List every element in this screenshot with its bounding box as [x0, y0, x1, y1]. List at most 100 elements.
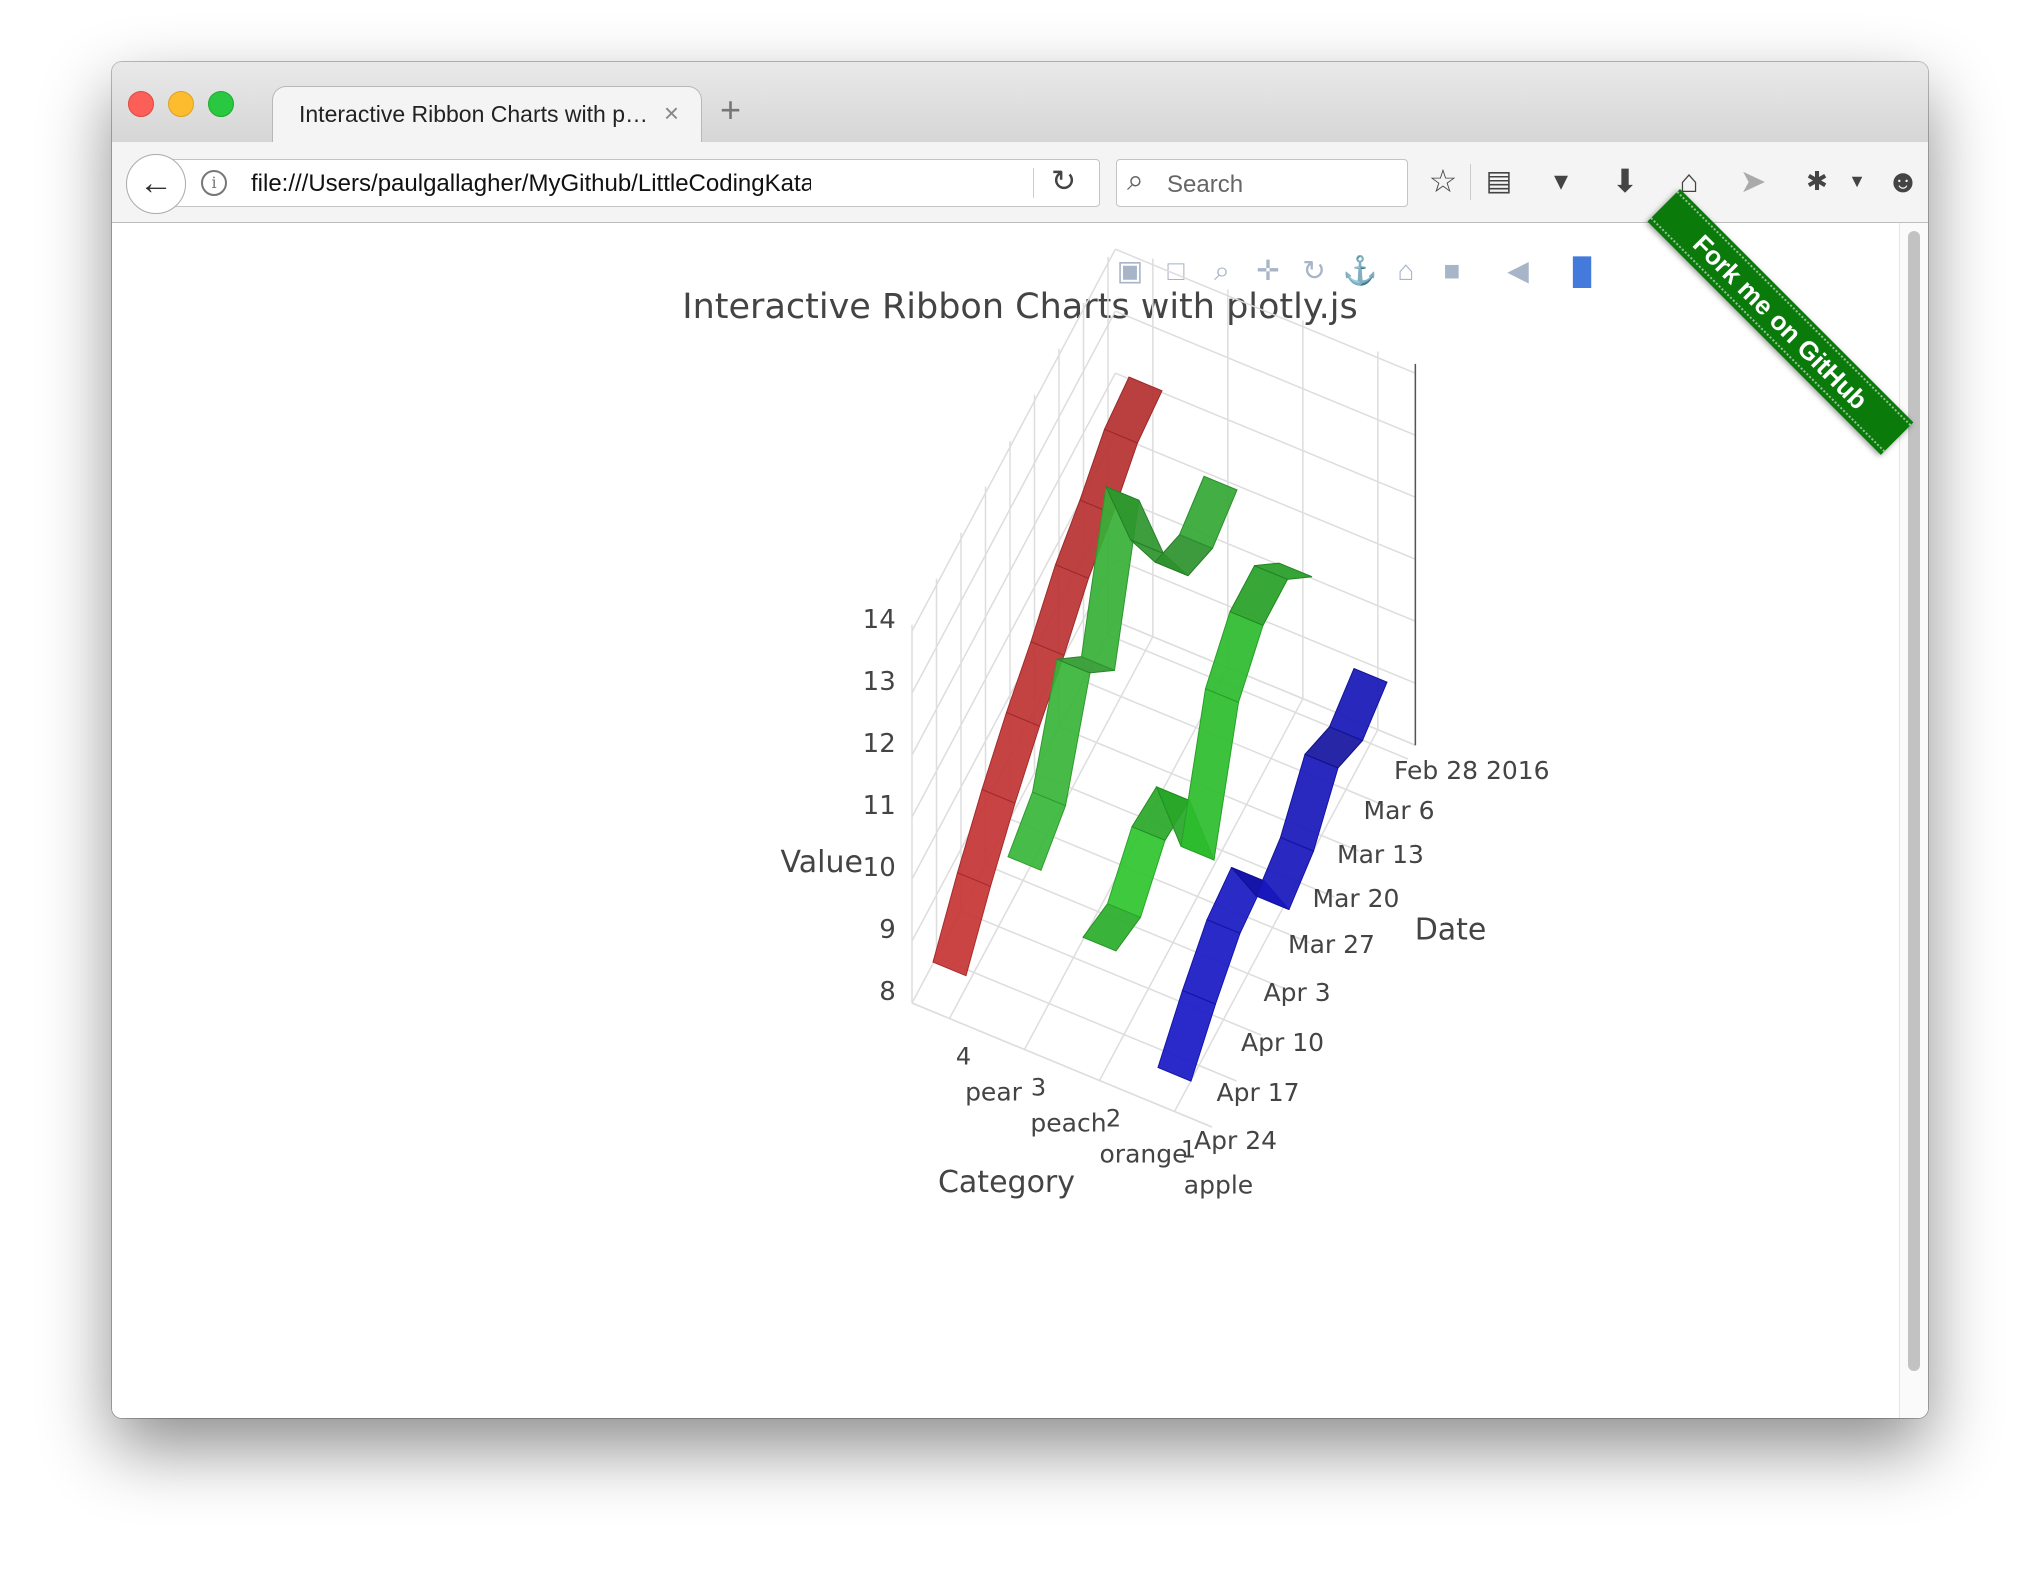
- extension-bug-icon[interactable]: ✱: [1806, 166, 1828, 196]
- save-icon[interactable]: □: [1167, 255, 1185, 286]
- scrollbar[interactable]: [1899, 223, 1928, 1418]
- url-divider: [1033, 168, 1034, 198]
- bookmark-star-icon[interactable]: ☆: [1428, 163, 1458, 199]
- url-bar[interactable]: i file:///Users/paulgallagher/MyGithub/L…: [168, 159, 1100, 207]
- turntable-icon[interactable]: ⚓: [1342, 255, 1378, 286]
- browser-window: Interactive Ribbon Charts with p… × + ← …: [112, 62, 1928, 1418]
- date-tick-label: Mar 20: [1313, 884, 1400, 913]
- pocket-icon[interactable]: ▾: [1553, 165, 1569, 196]
- ribbon-segment[interactable]: [1007, 791, 1067, 871]
- date-tick-label: Mar 6: [1364, 796, 1435, 825]
- category-tick-label: peach: [1030, 1109, 1106, 1138]
- gridline-side: [1115, 372, 1416, 498]
- send-icon[interactable]: ➤: [1739, 163, 1767, 199]
- category-tick-label: orange: [1100, 1140, 1188, 1169]
- gridline-back: [911, 248, 1117, 632]
- gridline-side: [1115, 310, 1416, 436]
- date-tick-label: Apr 3: [1264, 978, 1331, 1007]
- pan-icon[interactable]: ✛: [1256, 255, 1280, 286]
- emoji-icon[interactable]: ☻: [1886, 163, 1920, 199]
- ribbon-segment[interactable]: [1181, 919, 1241, 1005]
- camera-icon[interactable]: ▣: [1116, 255, 1144, 286]
- category-tick-number: 2: [1106, 1105, 1121, 1133]
- search-icon: ⌕: [1127, 164, 1144, 197]
- category-tick-number: 3: [1031, 1074, 1046, 1102]
- category-tick-label: apple: [1184, 1171, 1253, 1200]
- zoom-window-button[interactable]: [208, 91, 234, 117]
- download-icon[interactable]: ⬇: [1611, 163, 1639, 199]
- gridline-side: [1115, 496, 1416, 622]
- camera-view-icon[interactable]: ■: [1443, 255, 1461, 286]
- reload-icon[interactable]: ↻: [1051, 165, 1077, 198]
- z-tick-label: 11: [863, 791, 896, 821]
- ribbon-segment[interactable]: [932, 872, 992, 977]
- ribbon-segment[interactable]: [1204, 611, 1264, 703]
- scrollbar-thumb[interactable]: [1908, 231, 1920, 1371]
- minimize-window-button[interactable]: [168, 91, 194, 117]
- tab-close-icon[interactable]: ×: [663, 98, 679, 128]
- chart-ribbons: [932, 376, 1388, 1082]
- z-tick-label: 14: [863, 605, 896, 635]
- home-icon[interactable]: ⌂: [1679, 163, 1699, 199]
- nav-toolbar: ← i file:///Users/paulgallagher/MyGithub…: [112, 142, 1928, 223]
- ribbon-segment[interactable]: [1106, 826, 1166, 918]
- reading-list-icon[interactable]: ▤: [1485, 165, 1513, 196]
- z-axis-label: Value: [781, 845, 863, 880]
- search-input[interactable]: Search: [1167, 171, 1244, 198]
- ribbon-segment[interactable]: [1178, 475, 1238, 549]
- ribbon-segment[interactable]: [981, 711, 1041, 804]
- hover-tag-icon[interactable]: ◀: [1507, 255, 1529, 286]
- plotly-logo-icon[interactable]: ▐▌: [1563, 256, 1601, 286]
- gridline-floor: [985, 864, 1286, 990]
- gridline-side: [1115, 248, 1416, 374]
- ribbon-pear[interactable]: [932, 376, 1163, 977]
- gridline-back: [911, 310, 1117, 694]
- home-view-icon[interactable]: ⌂: [1397, 255, 1415, 286]
- search-bar[interactable]: ⌕ Search: [1116, 159, 1408, 207]
- orbit-icon[interactable]: ↻: [1302, 255, 1326, 286]
- page-content: ▣ □ ⌕ ✛ ↻ ⚓ ⌂ ■ ◀ ▐▌ Interactive Ribbon …: [112, 189, 1928, 1418]
- chart-title: Interactive Ribbon Charts with plotly.js: [682, 287, 1358, 327]
- ribbon-segment[interactable]: [1255, 836, 1315, 911]
- gridline-back: [911, 372, 1117, 756]
- close-window-button[interactable]: [128, 91, 154, 117]
- url-input[interactable]: file:///Users/paulgallagher/MyGithub/Lit…: [251, 170, 811, 197]
- category-tick-number: 4: [956, 1043, 971, 1071]
- info-icon[interactable]: i: [201, 170, 227, 196]
- z-tick-label: 13: [863, 667, 896, 697]
- date-tick-label: Apr 10: [1241, 1028, 1324, 1057]
- back-button[interactable]: ←: [126, 154, 186, 214]
- ribbon-peach[interactable]: [1007, 475, 1238, 871]
- gridline-side: [1115, 434, 1416, 560]
- date-tick-label: Mar 13: [1337, 840, 1424, 869]
- ribbon-segment[interactable]: [1254, 562, 1313, 580]
- date-tick-label: Apr 24: [1194, 1126, 1277, 1155]
- chart-grid: [911, 248, 1417, 1128]
- ribbon-apple[interactable]: [1157, 667, 1388, 1082]
- z-tick-label: 12: [863, 729, 896, 759]
- category-tick-label: pear: [965, 1078, 1023, 1107]
- x-axis-label: Date: [1415, 912, 1487, 947]
- date-tick-label: Apr 17: [1217, 1078, 1300, 1107]
- ribbon-segment[interactable]: [1328, 667, 1388, 742]
- tab-bar: Interactive Ribbon Charts with p… × +: [112, 62, 1928, 143]
- gridline-floor: [1098, 698, 1304, 1081]
- gridline-floor: [1173, 729, 1379, 1112]
- ribbon-segment[interactable]: [1157, 989, 1217, 1082]
- ribbon-segment[interactable]: [1279, 753, 1339, 852]
- chevron-down-icon[interactable]: ▼: [1848, 171, 1866, 191]
- gridline-floor: [911, 1002, 1213, 1128]
- ribbon-orange[interactable]: [1082, 562, 1313, 952]
- y-axis-label: Category: [938, 1165, 1075, 1200]
- ribbon-segment[interactable]: [1103, 376, 1163, 444]
- toolbar-divider: [1470, 164, 1471, 200]
- tab-title: Interactive Ribbon Charts with p…: [299, 101, 648, 127]
- zoom-icon[interactable]: ⌕: [1214, 255, 1230, 286]
- date-tick-label: Mar 27: [1288, 930, 1375, 959]
- z-tick-label: 8: [879, 977, 896, 1007]
- new-tab-button[interactable]: +: [720, 89, 742, 130]
- z-tick-label: 10: [863, 853, 896, 883]
- tab-active[interactable]: Interactive Ribbon Charts with p… ×: [272, 86, 702, 143]
